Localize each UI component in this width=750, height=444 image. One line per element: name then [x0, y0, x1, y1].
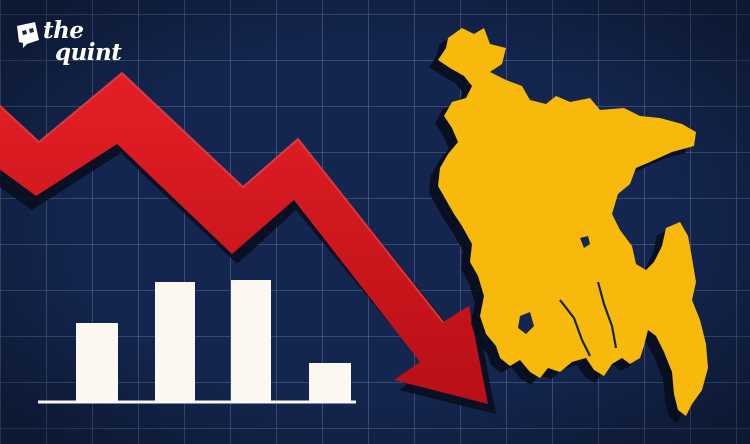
- bangladesh-map-icon: [429, 28, 708, 423]
- brand-wordmark: the quint: [43, 17, 133, 66]
- bar-1: [76, 323, 118, 402]
- speech-bubble-icon: [17, 22, 39, 48]
- map-inlet: [518, 312, 534, 334]
- the-quint-logo: the quint: [13, 18, 123, 78]
- downward-trend-arrow-icon: [0, 71, 496, 414]
- bar-chart-icon: [38, 280, 356, 404]
- map-river-2: [596, 281, 618, 349]
- brand-line-1: the: [43, 17, 84, 44]
- bar-2: [155, 282, 195, 402]
- arrow-highlight: [0, 71, 444, 323]
- brand-line-2: quint: [55, 39, 122, 66]
- arrow-body: [0, 73, 488, 404]
- bar-3: [231, 280, 271, 402]
- map-fill: [438, 28, 708, 416]
- bar-4: [309, 363, 351, 402]
- map-lake: [580, 236, 590, 248]
- map-river-1: [559, 299, 591, 357]
- arrow-shadow: [0, 83, 496, 414]
